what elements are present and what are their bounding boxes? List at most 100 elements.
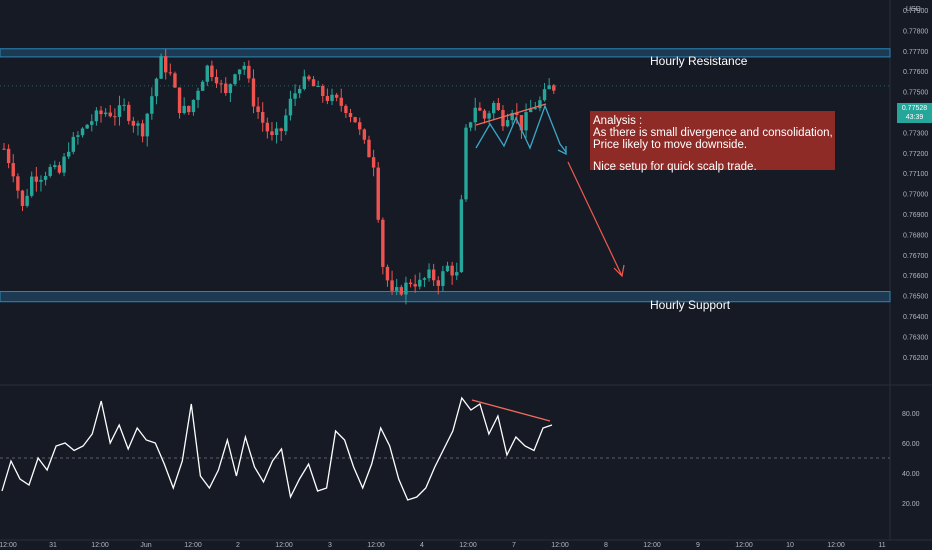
time-tick-label: 12:00	[367, 542, 385, 549]
candle-body	[505, 120, 510, 127]
candle-body	[478, 107, 482, 111]
candle-body	[542, 89, 547, 101]
candle-body	[127, 104, 131, 121]
time-tick-label: 11	[878, 542, 885, 549]
candle-body	[117, 105, 122, 117]
candle-body	[395, 287, 399, 291]
candle-body	[348, 112, 353, 118]
candle-body	[53, 165, 57, 168]
price-tick-label: 0.76500	[903, 294, 928, 301]
candle-body	[71, 136, 75, 152]
candle-body	[334, 94, 339, 98]
time-tick-label: 9	[696, 542, 700, 549]
time-tick-label: 12:00	[459, 542, 477, 549]
candle-body	[279, 128, 283, 132]
time-tick-label: 12:00	[275, 542, 293, 549]
projection-arrowhead	[613, 264, 625, 278]
rsi-tick-label: 20.00	[902, 501, 920, 508]
price-divergence-line	[475, 103, 547, 126]
candle-body	[200, 81, 205, 91]
price-tick-label: 0.77700	[903, 49, 928, 56]
time-tick-label: 12:00	[735, 542, 753, 549]
time-tick-label: 12:00	[91, 542, 109, 549]
candle-body	[34, 176, 39, 182]
candle-body	[39, 179, 43, 182]
candle-body	[30, 176, 34, 196]
price-tick-label: 0.76700	[903, 253, 928, 260]
candle-body	[302, 76, 306, 89]
candle-body	[441, 271, 445, 286]
candle-body	[76, 135, 80, 137]
candle-body	[20, 190, 25, 206]
candle-body	[145, 113, 149, 137]
price-tick-label: 0.76400	[903, 314, 928, 321]
candle-body	[214, 77, 219, 84]
support-zone-label: Hourly Support	[650, 298, 731, 312]
time-tick-label: 12:00	[0, 542, 17, 549]
candle-body	[311, 79, 316, 87]
time-tick-label: 31	[49, 542, 57, 549]
time-tick-label: 12:00	[643, 542, 661, 549]
candle-body	[321, 85, 325, 97]
candle-body	[358, 122, 362, 130]
price-tick-label: 0.77000	[903, 192, 928, 199]
candle-body	[196, 90, 200, 100]
candle-body	[247, 65, 251, 79]
resistance-zone	[0, 48, 891, 58]
candle-body	[284, 115, 288, 132]
candle-body	[404, 282, 408, 295]
rsi-line	[1, 396, 553, 501]
candle-body	[224, 83, 228, 94]
candle-body	[427, 269, 431, 279]
candle-body	[528, 109, 533, 113]
candle-body	[136, 123, 140, 126]
last-price-countdown: 43:39	[905, 114, 924, 121]
consolidation-pattern	[475, 104, 567, 153]
time-tick-label: Jun	[140, 542, 151, 549]
candle-body	[408, 282, 413, 285]
candle-body	[362, 129, 367, 140]
candle-body	[524, 112, 528, 131]
candle-body	[66, 151, 71, 157]
candle-body	[436, 280, 440, 286]
rsi-tick-label: 40.00	[902, 471, 920, 478]
candle-body	[140, 123, 145, 137]
candle-body	[108, 112, 112, 117]
candle-body	[459, 199, 464, 273]
candle-body	[445, 265, 450, 272]
candle-body	[468, 122, 473, 128]
candle-body	[492, 102, 496, 114]
candle-body	[274, 128, 279, 136]
candle-body	[385, 266, 390, 281]
price-tick-label: 0.76900	[903, 212, 928, 219]
rsi-tick-label: 80.00	[902, 411, 920, 418]
candle-body	[219, 83, 223, 85]
price-tick-label: 0.77500	[903, 90, 928, 97]
candle-body	[251, 78, 256, 107]
candle-body	[533, 108, 537, 110]
candle-body	[307, 76, 311, 80]
price-tick-label: 0.77800	[903, 28, 928, 35]
candle-body	[11, 163, 15, 177]
candle-body	[242, 65, 246, 70]
candle-body	[210, 65, 214, 78]
candle-body	[496, 102, 501, 111]
analysis-note[interactable]: Analysis : As there is small divergence …	[590, 111, 835, 173]
time-tick-label: 3	[328, 542, 332, 549]
price-tick-label: 0.76600	[903, 273, 928, 280]
price-tick-label: 0.76800	[903, 232, 928, 239]
time-tick-label: 12:00	[551, 542, 569, 549]
candle-body	[150, 96, 154, 114]
candle-body	[94, 110, 99, 122]
candle-body	[131, 120, 136, 126]
candle-body	[25, 195, 29, 206]
candle-body	[399, 287, 404, 295]
last-price-tag: 0.77528 43:39	[897, 103, 932, 123]
analysis-title: Analysis :	[593, 115, 643, 127]
rsi-divergence-line	[471, 399, 551, 422]
currency-label: USD	[906, 6, 921, 13]
rsi-tick-label: 60.00	[902, 441, 920, 448]
last-price-value: 0.77528	[901, 105, 928, 112]
candle-body	[390, 280, 394, 291]
